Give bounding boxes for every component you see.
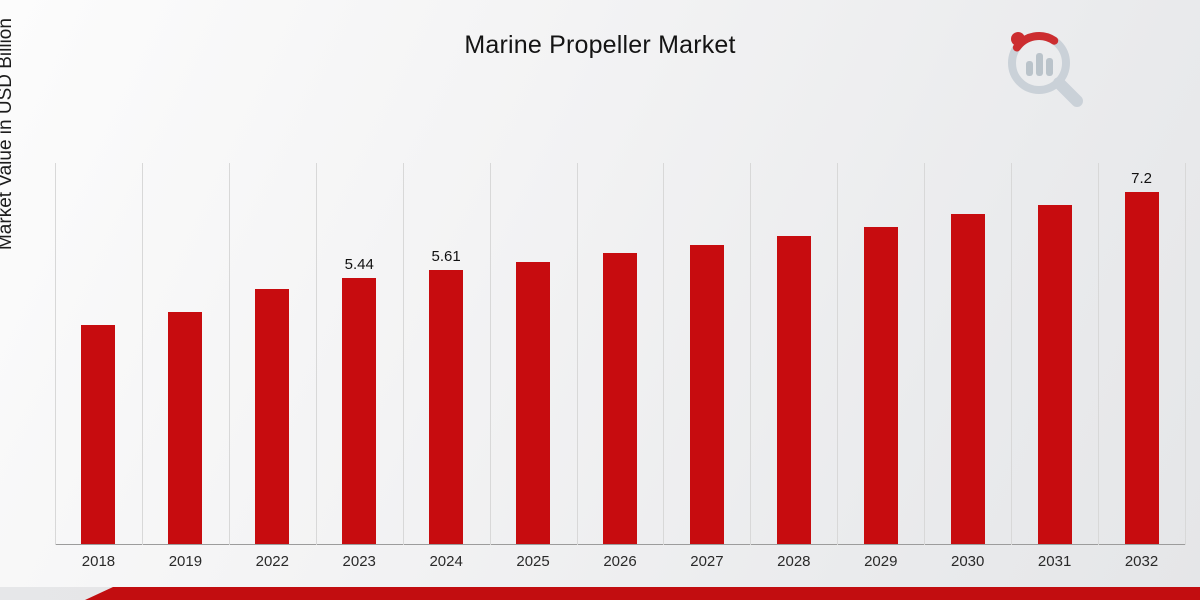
bar-2019 <box>168 311 203 544</box>
x-tick-2018: 2018 <box>81 553 116 570</box>
bar-2018 <box>81 324 116 544</box>
gridline <box>663 163 665 545</box>
gridline <box>1011 163 1013 545</box>
bar-value-label: 5.44 <box>344 256 374 274</box>
bar-2029 <box>863 226 898 544</box>
gridline <box>576 163 578 545</box>
brand-logo-icon <box>998 24 1090 116</box>
bar-2025 <box>516 261 551 544</box>
gridline <box>402 163 404 545</box>
bar-2024 <box>429 270 464 544</box>
bar-2022 <box>255 288 290 544</box>
bar-2028 <box>776 235 811 544</box>
bar-2027 <box>689 244 724 544</box>
gridline <box>750 163 752 545</box>
gridline <box>837 163 839 545</box>
x-tick-2032: 2032 <box>1124 553 1159 570</box>
x-tick-2031: 2031 <box>1037 553 1072 570</box>
x-tick-2024: 2024 <box>429 553 463 570</box>
gridline <box>315 163 317 545</box>
plot-area: 2018 2019 2022 5.44 2023 5.61 2024 2025 2026 2027… <box>55 163 1186 570</box>
bar-2023 <box>342 278 377 544</box>
bar-2030 <box>950 213 985 544</box>
bar-2032 <box>1124 192 1159 544</box>
x-tick-2019: 2019 <box>168 553 203 570</box>
bar-value-label: 5.61 <box>431 248 461 265</box>
x-tick-2023: 2023 <box>342 553 376 570</box>
x-tick-2022: 2022 <box>255 553 289 570</box>
x-tick-2027: 2027 <box>690 553 724 570</box>
gridline <box>924 163 926 545</box>
x-tick-2029: 2029 <box>864 553 898 570</box>
x-tick-2026: 2026 <box>603 553 637 570</box>
x-axis-line <box>55 544 1185 545</box>
bar-value-label: 7.2 <box>1131 170 1152 188</box>
gridline <box>1185 163 1186 545</box>
x-tick-2028: 2028 <box>777 553 811 570</box>
gridline <box>228 163 230 545</box>
x-tick-2030: 2030 <box>951 553 985 570</box>
bottom-red-band <box>85 587 1200 600</box>
magnifier-chart-icon <box>1008 32 1083 107</box>
gridline <box>489 163 491 545</box>
x-tick-2025: 2025 <box>516 553 550 570</box>
gridline <box>55 163 56 545</box>
y-axis-label: Market Value in USD Billion <box>0 18 16 251</box>
bottom-accent-bar <box>0 587 1200 600</box>
bar-2026 <box>603 253 637 544</box>
gridline <box>1098 163 1100 545</box>
bar-2031 <box>1037 204 1072 544</box>
page-title: Marine Propeller Market <box>464 31 736 59</box>
gridline <box>141 163 143 545</box>
